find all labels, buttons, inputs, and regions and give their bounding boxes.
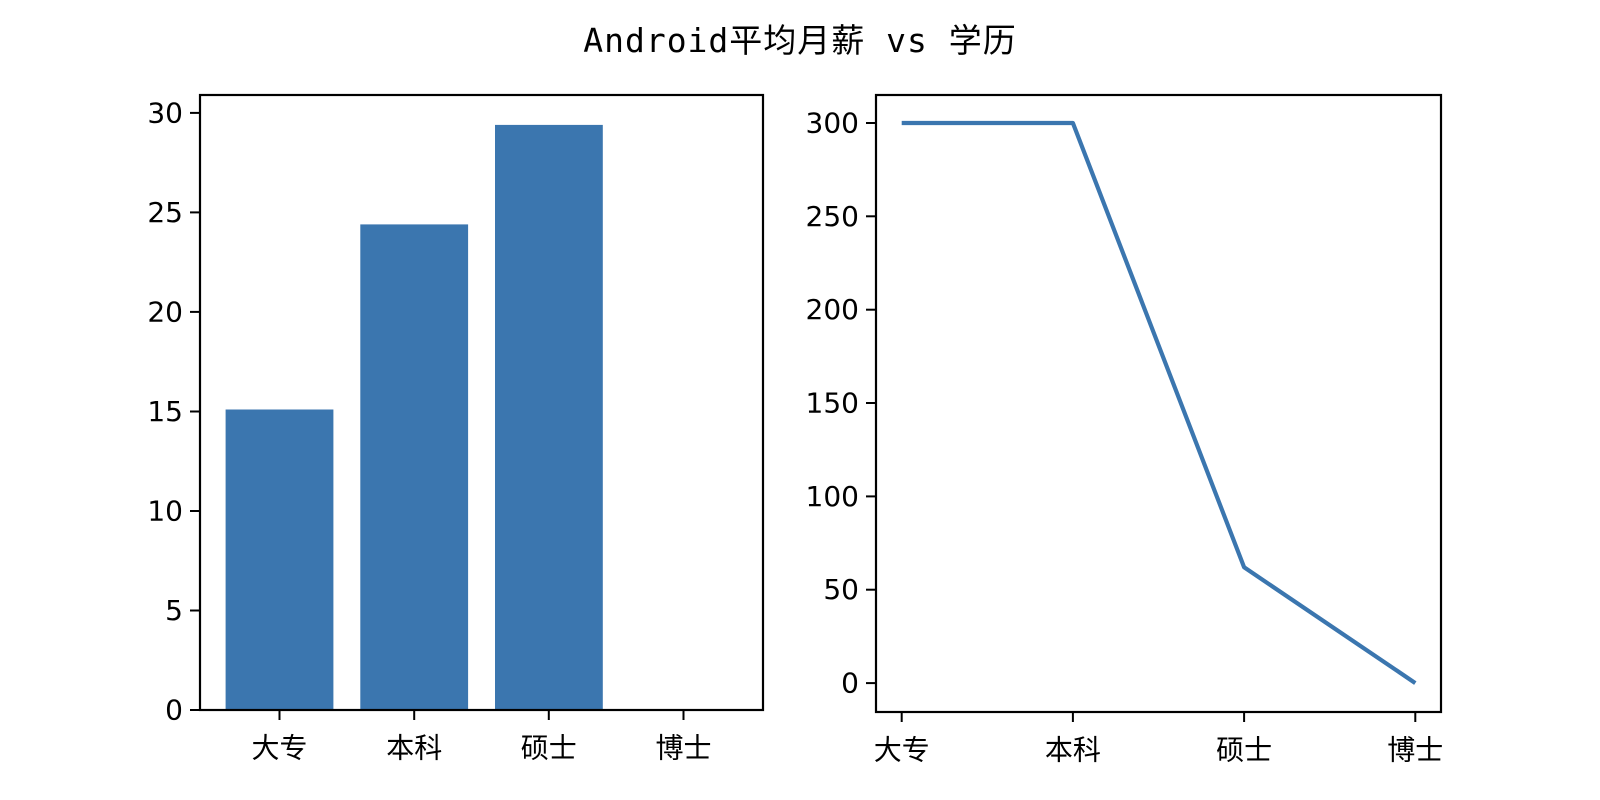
y-tick-label: 20 xyxy=(147,295,183,328)
y-tick-label: 100 xyxy=(806,480,859,513)
y-tick-label: 200 xyxy=(806,293,859,326)
x-tick-label: 硕士 xyxy=(521,732,577,765)
y-tick-label: 150 xyxy=(806,387,859,420)
x-tick-label: 本科 xyxy=(386,732,442,765)
x-tick-label: 大专 xyxy=(874,734,930,767)
y-tick-label: 5 xyxy=(165,594,183,627)
bar-硕士 xyxy=(495,124,603,710)
y-tick-label: 30 xyxy=(147,96,183,129)
bar-大专 xyxy=(225,409,334,710)
figure-title: Android平均月薪 vs 学历 xyxy=(583,21,1017,60)
x-tick-label: 本科 xyxy=(1045,734,1101,767)
bar-chart: 0 5 10 15 20 25 30 大专 本科 硕士 博士 xyxy=(147,93,765,765)
axes-frame xyxy=(198,93,765,712)
axes-frame xyxy=(874,93,1443,714)
y-tick-label: 0 xyxy=(165,694,183,727)
bar-本科 xyxy=(360,224,469,710)
y-tick-label: 15 xyxy=(147,395,183,428)
x-tick-label: 博士 xyxy=(655,732,711,765)
y-tick-label: 300 xyxy=(806,107,859,140)
y-tick-label: 10 xyxy=(147,495,183,528)
line-chart: 0 50 100 150 200 250 300 大专 本科 硕士 博士 xyxy=(806,93,1443,767)
x-tick-label: 硕士 xyxy=(1216,734,1272,767)
x-tick-label: 大专 xyxy=(251,732,307,765)
y-tick-label: 50 xyxy=(823,573,859,606)
y-tick-label: 250 xyxy=(806,200,859,233)
x-tick-label: 博士 xyxy=(1387,734,1443,767)
y-tick-label: 0 xyxy=(841,667,859,700)
data-line xyxy=(901,120,1417,685)
y-tick-label: 25 xyxy=(147,196,183,229)
